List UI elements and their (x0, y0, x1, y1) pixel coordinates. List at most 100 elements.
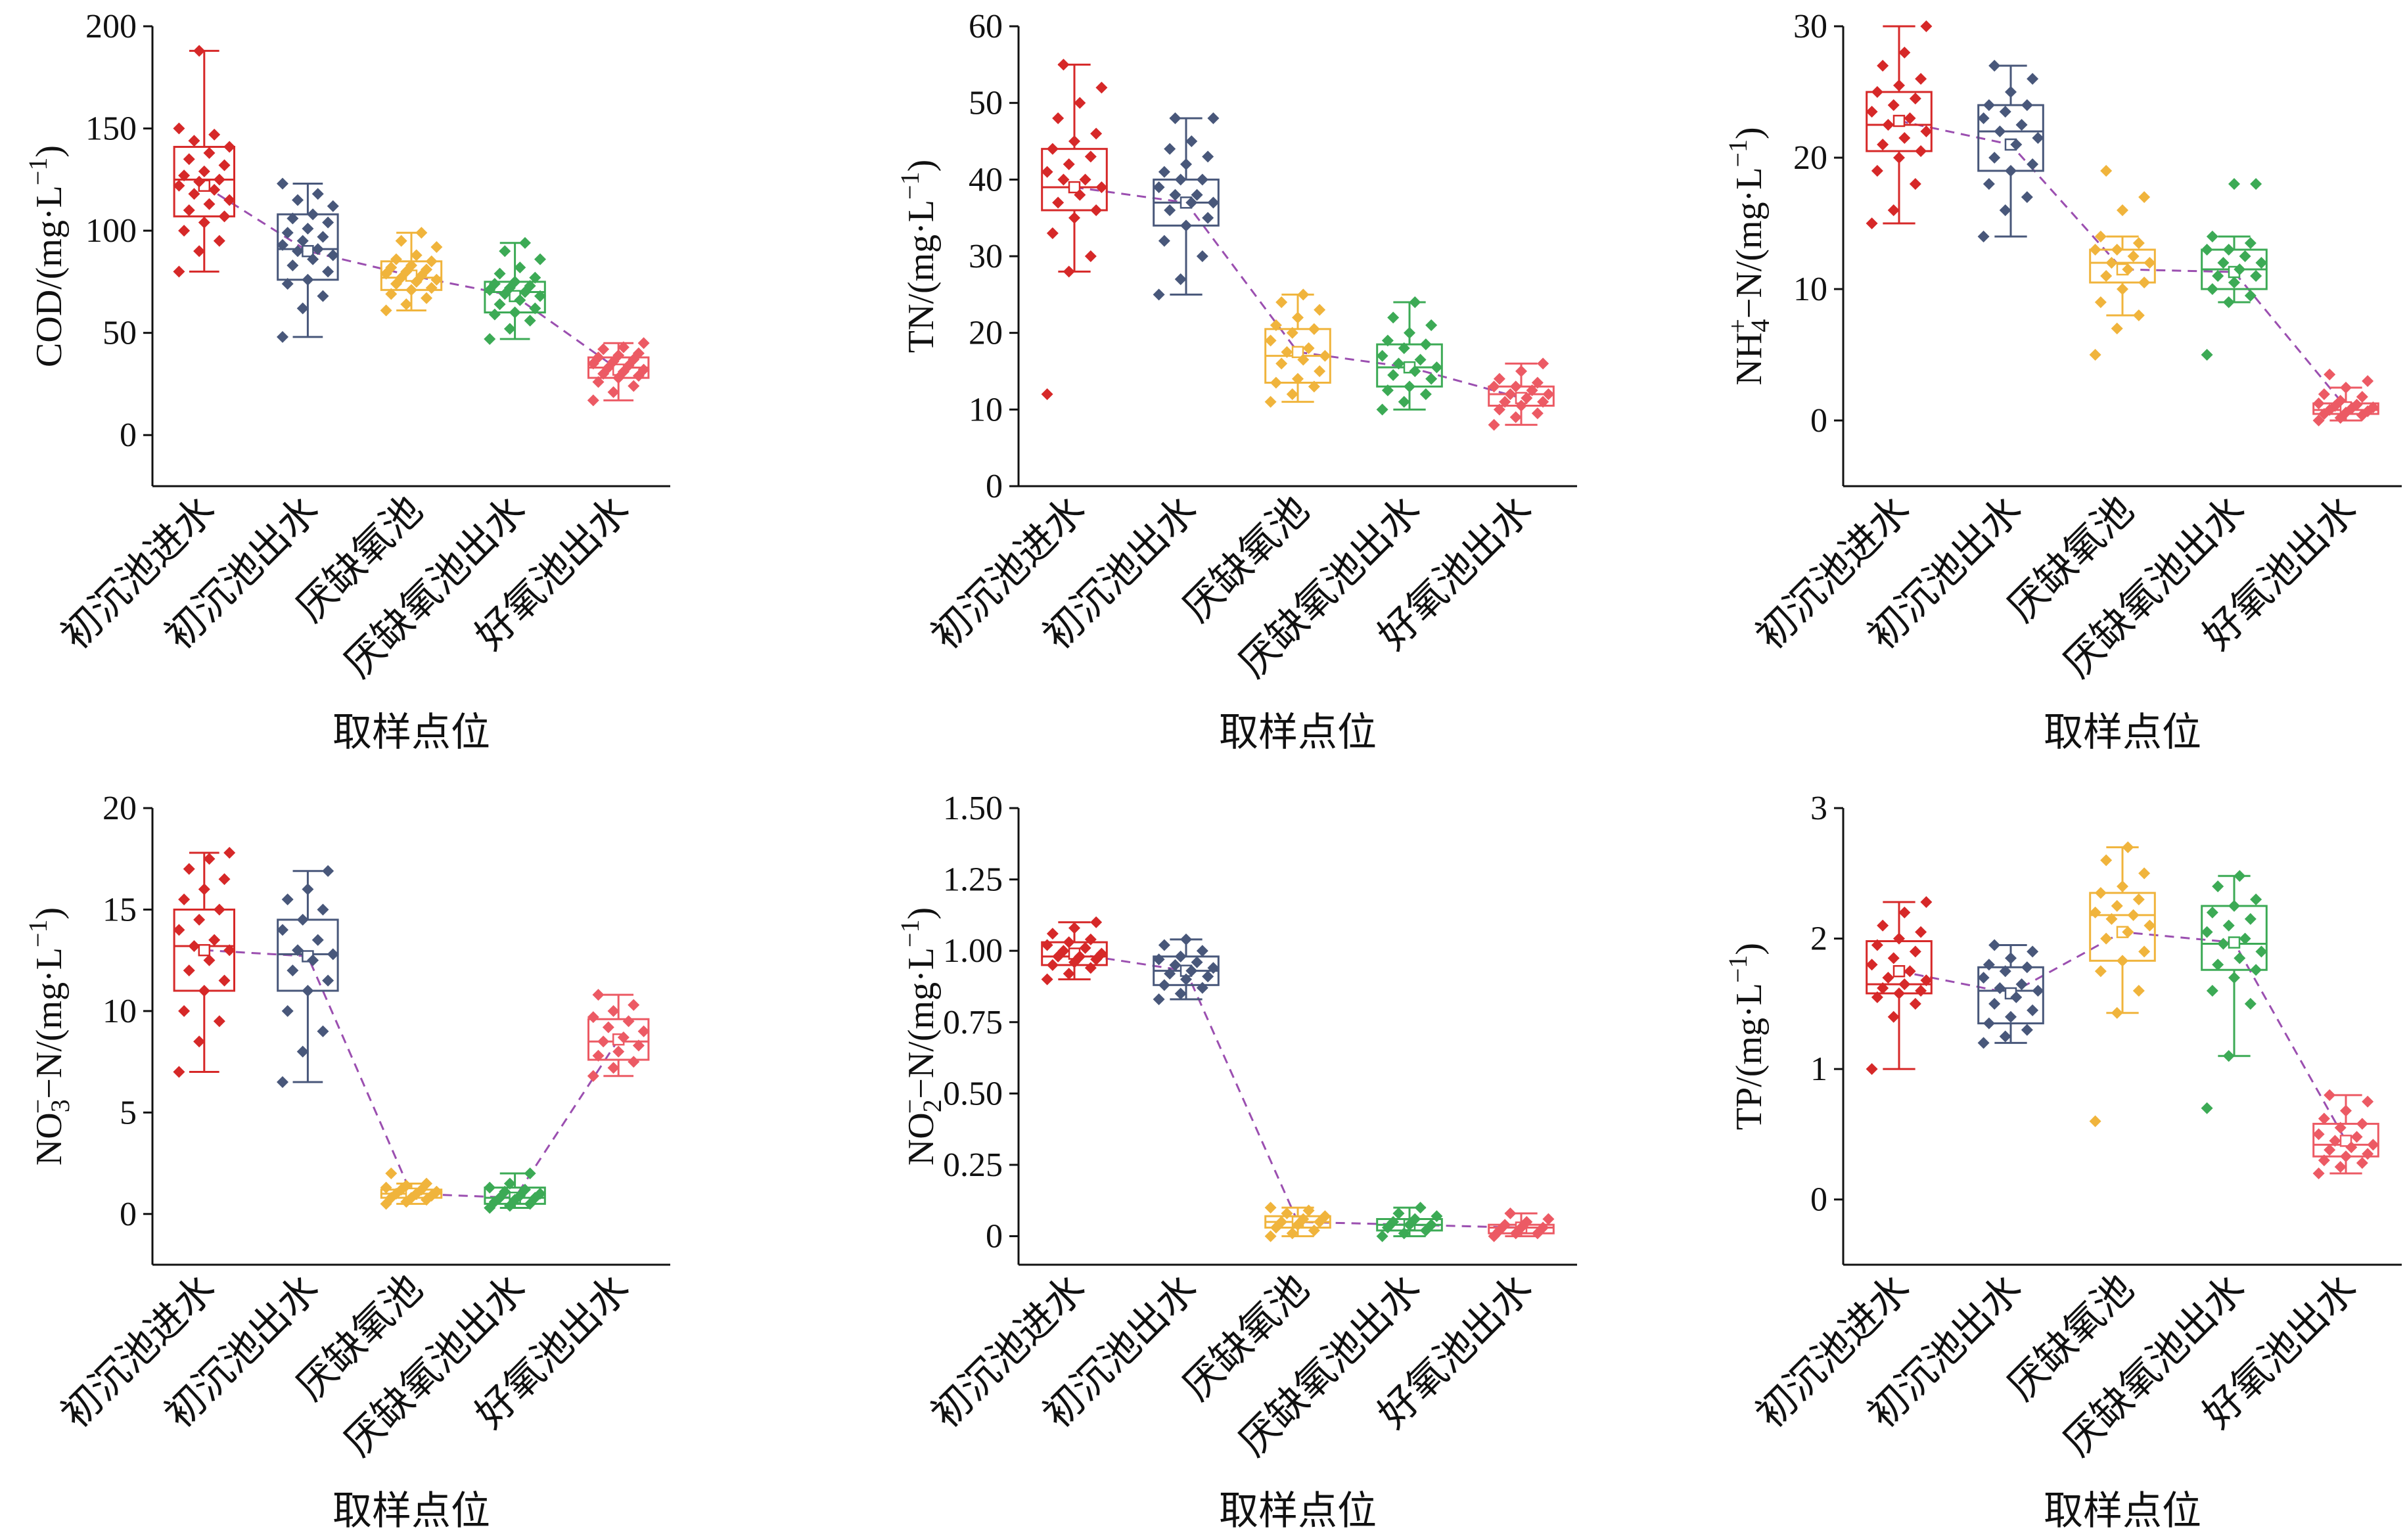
data-point (2094, 887, 2107, 899)
y-label-mid: −N/(mg·L (1729, 168, 1770, 319)
data-point (292, 194, 304, 206)
data-point (1909, 945, 1921, 958)
y-tick-label: 0.50 (943, 1075, 1003, 1112)
data-point (1046, 227, 1059, 239)
data-point (1493, 403, 1505, 416)
data-point (1915, 926, 1927, 938)
data-point (1909, 93, 1921, 104)
data-point (1308, 380, 1320, 393)
x-axis-label: 取样点位 (2044, 710, 2201, 756)
data-point (2032, 985, 2044, 997)
data-point (178, 170, 191, 182)
data-point (1068, 922, 1080, 934)
box-iqr (1041, 148, 1108, 212)
data-point (405, 260, 417, 271)
data-point (1041, 973, 1053, 985)
data-point (592, 1049, 605, 1062)
data-point (1882, 119, 1894, 131)
data-point (1893, 79, 1905, 91)
data-point (281, 894, 294, 905)
data-point (1425, 319, 1438, 331)
data-point (2132, 237, 2145, 249)
data-point (587, 1011, 599, 1024)
data-point (1074, 950, 1086, 962)
data-point (2005, 86, 2017, 98)
y-label-sub: 2 (917, 1099, 947, 1112)
data-point (2234, 870, 2246, 882)
data-point (2206, 231, 2218, 242)
data-point (213, 173, 225, 186)
y-label-mid: −N/(mg·L (29, 947, 70, 1099)
data-point (1404, 327, 1415, 339)
chart-panel-4: 05101520NO3−−N/(mg·L−1)初沉池进水初沉池出水厌缺氧池厌缺氧… (23, 790, 670, 1534)
mean-marker (1892, 964, 1906, 978)
y-tick-label: 20 (103, 790, 137, 827)
data-point (1275, 296, 1288, 308)
data-point (1095, 947, 1108, 960)
data-point (617, 1031, 630, 1044)
data-point (1537, 1221, 1549, 1234)
data-point (2105, 257, 2118, 269)
data-point (1882, 972, 1894, 984)
data-point (503, 1177, 516, 1190)
data-point (1046, 959, 1059, 971)
data-point (405, 284, 417, 296)
data-point (1180, 158, 1192, 170)
box-1 (1041, 916, 1108, 985)
y-tick-label: 0 (1810, 1181, 1827, 1219)
data-point (203, 198, 216, 210)
data-point (198, 165, 210, 177)
box-1 (173, 45, 236, 278)
box-3 (2089, 841, 2156, 1127)
data-point (2027, 73, 2039, 85)
y-label-sup: − (895, 1099, 925, 1114)
y-tick-label: 0.25 (943, 1146, 1003, 1184)
data-point (1095, 81, 1108, 94)
data-point (2312, 1167, 2325, 1179)
data-point (2201, 1102, 2213, 1114)
y-tick-label: 0.75 (943, 1004, 1003, 1041)
data-point (1977, 1037, 1990, 1049)
data-point (188, 188, 200, 200)
data-point (1866, 217, 1878, 229)
data-point (1084, 250, 1097, 262)
data-point (622, 1015, 635, 1028)
data-point (518, 237, 531, 249)
data-point (2367, 401, 2379, 413)
data-point (178, 894, 191, 905)
data-point (1281, 1207, 1293, 1219)
data-point (2206, 283, 2218, 295)
data-point (1515, 365, 1527, 377)
data-point (2356, 1157, 2368, 1169)
data-point (2318, 1112, 2330, 1125)
data-point (637, 363, 650, 376)
data-point (2318, 1154, 2330, 1167)
data-point (1079, 941, 1091, 954)
data-point (1376, 1230, 1388, 1242)
data-point (2206, 985, 2218, 997)
chart-panel-5: 0 0.25 0.50 0.75 1.00 1.25 1.50 NO2−−N/(mg·L−1)… (895, 790, 1577, 1534)
data-point (607, 1005, 620, 1017)
data-point (2117, 204, 2128, 216)
data-point (514, 261, 526, 274)
data-point (1079, 173, 1091, 186)
data-point (534, 290, 546, 302)
data-point (1504, 388, 1517, 400)
data-point (2228, 899, 2240, 912)
data-point (2345, 1141, 2358, 1154)
y-label-exponent: −1 (895, 171, 925, 200)
box-1 (1041, 58, 1108, 400)
data-point (1270, 376, 1282, 389)
data-point (410, 249, 423, 261)
data-point (2132, 309, 2145, 321)
data-point (1893, 152, 1905, 164)
data-point (1202, 970, 1214, 983)
data-point (2015, 978, 2028, 991)
data-point (1871, 165, 1883, 177)
data-point (2222, 296, 2235, 308)
data-point (518, 1183, 531, 1196)
data-point (421, 263, 433, 276)
data-point (1499, 396, 1511, 408)
data-point (430, 273, 443, 286)
data-point (1537, 357, 1549, 370)
